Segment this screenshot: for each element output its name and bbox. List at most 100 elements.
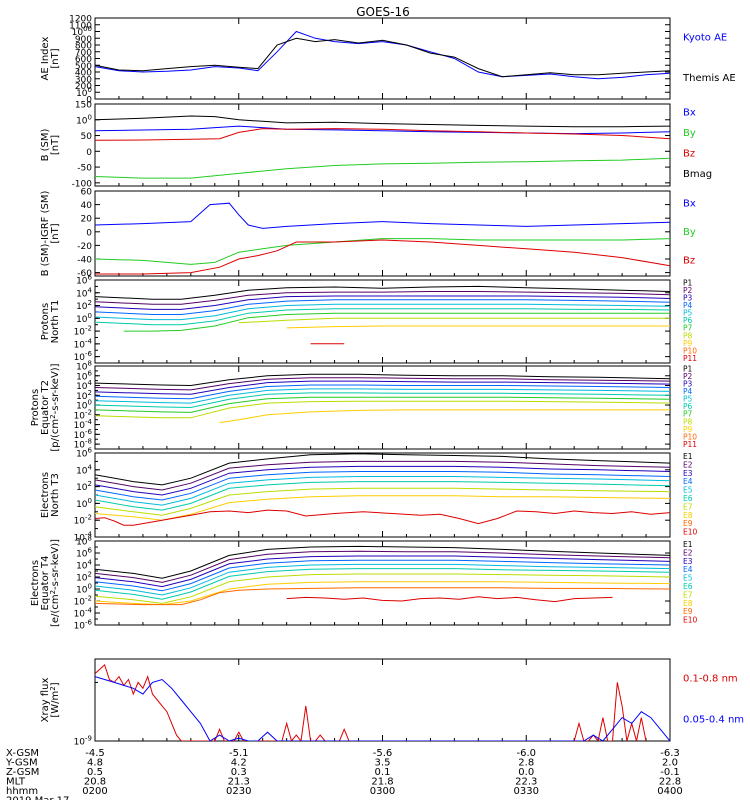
footer-value: 20.8 xyxy=(84,777,106,788)
y-tick-label: -100 xyxy=(72,179,93,189)
series-line-p4 xyxy=(95,384,670,400)
legend: 0.1-0.8 nm 0.05-0.4 nm xyxy=(683,674,744,726)
series-line-e5 xyxy=(95,476,670,506)
legend-entry-bz: Bz xyxy=(683,255,695,266)
legend-entry-e3: E3 xyxy=(683,469,693,478)
series-line-p1 xyxy=(95,285,670,300)
y-axis-label: [nT] xyxy=(50,223,61,243)
legend-entry-p1: P1 xyxy=(683,278,693,287)
footer-date: 2019 Mar 17 xyxy=(6,796,69,800)
y-tick-label: 500 xyxy=(75,62,92,72)
legend-entry-e1: E1 xyxy=(683,540,693,549)
footer-ephemeris: X-GSM -4.5 -5.1 -5.6 -6.0 -6.3 Y-GSM 4.8 4.2 3.5 2… xyxy=(5,748,683,800)
y-axis-label: Xray flux xyxy=(40,678,51,723)
legend-entry-e8: E8 xyxy=(683,511,693,520)
y-tick-label: 0 xyxy=(86,96,92,106)
y-tick-label: 400 xyxy=(75,69,92,79)
legend-entry-p6: P6 xyxy=(683,402,693,411)
y-tick-label: 200 xyxy=(75,82,92,92)
y-tick-label: 10-2 xyxy=(74,514,92,527)
y-axis-label: [p/(cm2-s-sr-keV)] xyxy=(49,363,61,451)
legend-entry-p10: P10 xyxy=(683,346,697,355)
series-group xyxy=(95,285,670,345)
footer-row-label: Y-GSM xyxy=(5,758,38,769)
y-tick-label: 150 xyxy=(75,101,92,111)
legend-entry-e3: E3 xyxy=(683,557,693,566)
series-line-e10 xyxy=(95,509,670,526)
series-group xyxy=(95,664,670,741)
y-axis-label: Protons xyxy=(30,389,41,426)
y-axis-label: B (SM)-IGRF (SM) xyxy=(40,191,51,277)
y-tick-label: 900 xyxy=(75,35,92,45)
series-line-p2 xyxy=(95,377,670,391)
y-tick-label: -60 xyxy=(77,269,92,279)
footer-row-label: MLT xyxy=(6,777,26,788)
legend-entry-by: By xyxy=(683,128,696,139)
y-tick-label: 50 xyxy=(81,132,93,142)
series-line-e5 xyxy=(95,563,670,596)
series-line-p8 xyxy=(238,317,670,324)
y-tick-label: 60 xyxy=(81,188,93,198)
panel-frame xyxy=(94,452,671,538)
series-line-e2 xyxy=(95,550,670,583)
y-axis-label: Equator T2 xyxy=(40,380,51,435)
y-tick-label: 20 xyxy=(81,215,93,225)
y-tick-label: 10-2 xyxy=(74,325,92,338)
y-tick-label: 100 xyxy=(76,113,92,126)
footer-value: 22.8 xyxy=(659,777,681,788)
footer-value: -0.1 xyxy=(660,767,680,778)
legend-entry-p1: P1 xyxy=(683,364,693,373)
footer-value: 4.2 xyxy=(231,758,247,769)
legend-entry-p7: P7 xyxy=(683,324,693,333)
series-line-themis-ae xyxy=(95,37,670,78)
series-line-e3 xyxy=(95,555,670,588)
y-tick-label: 10-6 xyxy=(74,619,93,632)
panel-frame xyxy=(94,17,671,100)
series-line-p5 xyxy=(95,388,670,404)
y-tick-label: 104 xyxy=(76,463,92,476)
legend-entry-p3: P3 xyxy=(683,294,693,303)
series-line-by xyxy=(95,238,670,265)
series-line-0-05-0-4-nm xyxy=(95,676,670,741)
footer-value: 0.5 xyxy=(87,767,103,778)
panels: 0100200300400500600700800900100011001200… xyxy=(30,15,744,748)
y-tick-label: 1100 xyxy=(69,21,92,31)
y-tick-label: 1200 xyxy=(69,15,92,25)
series-line-e4 xyxy=(95,471,670,501)
legend-entry-p9: P9 xyxy=(683,425,693,434)
series-line-e4 xyxy=(95,559,670,592)
series-line-e1 xyxy=(95,545,670,579)
series-line-bmag xyxy=(95,115,670,128)
legend-entry-e4: E4 xyxy=(683,477,693,486)
footer-value: 4.8 xyxy=(87,758,103,769)
footer-row-label: hhmm xyxy=(6,786,38,797)
footer-value: -6.0 xyxy=(516,748,536,759)
series-line-e6 xyxy=(95,481,670,511)
y-tick-label: 102 xyxy=(76,480,92,493)
series-group xyxy=(95,202,670,275)
legend-entry-e8: E8 xyxy=(683,599,693,608)
legend-entry-p2: P2 xyxy=(683,286,693,295)
footer-value: 2.8 xyxy=(518,758,534,769)
y-tick-label: 300 xyxy=(75,75,92,85)
legend-entry-e2: E2 xyxy=(683,548,693,557)
series-group xyxy=(95,453,670,526)
y-axis-label: [W/m2] xyxy=(49,682,61,717)
chart-title: GOES-16 xyxy=(356,5,410,19)
legend-entry-e9: E9 xyxy=(683,607,693,616)
y-tick-label: -20 xyxy=(77,242,92,252)
legend-entry-p10: P10 xyxy=(683,432,697,441)
footer-row-label: X-GSM xyxy=(6,748,39,759)
legend-entry-by: By xyxy=(683,227,696,238)
series-line-bz xyxy=(95,128,670,141)
series-line-e10 xyxy=(286,596,613,603)
series-line-e6 xyxy=(95,568,670,600)
series-line-e2 xyxy=(95,460,670,491)
series-line-p3 xyxy=(95,295,670,310)
y-tick-label: 0 xyxy=(86,148,92,158)
y-axis-label: Equator T4 xyxy=(40,556,51,611)
legend: Bx By Bz Bmag xyxy=(683,107,712,180)
